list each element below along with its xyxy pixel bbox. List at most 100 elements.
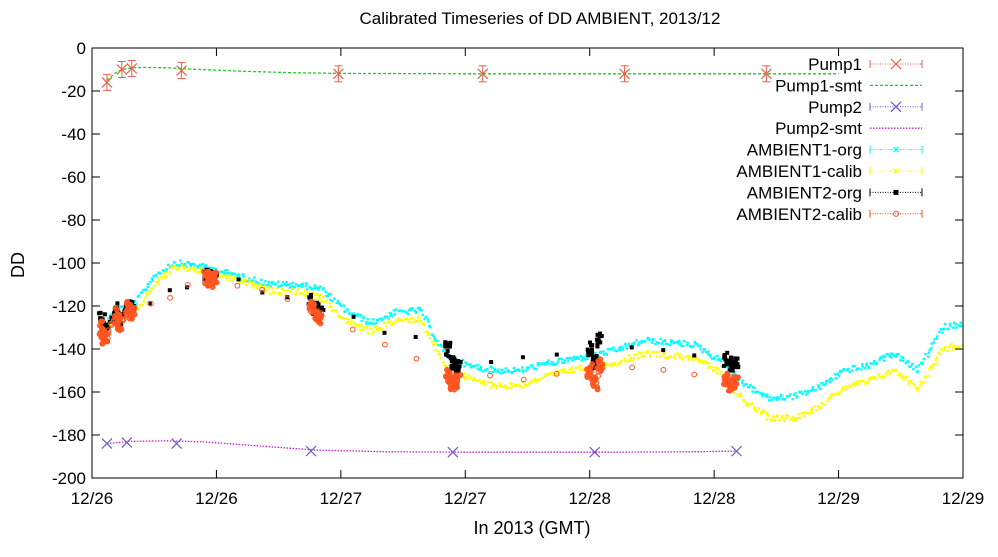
- ambient2-calib-point: [629, 364, 635, 371]
- ambient1-calib-point: [142, 300, 146, 304]
- ambient1-org-point: [137, 294, 141, 297]
- ambient1-org-point: [582, 356, 585, 359]
- ambient1-calib-point: [853, 384, 856, 388]
- ambient1-calib-point: [910, 381, 913, 385]
- ambient1-org-point: [287, 283, 290, 287]
- ambient2-org-point: [314, 306, 319, 311]
- ambient1-org-point: [754, 391, 757, 394]
- ambient2-org-point: [730, 368, 735, 373]
- ambient1-org-point: [890, 356, 893, 359]
- ambient2-calib-point: [115, 316, 122, 323]
- ambient1-calib-point: [557, 370, 561, 373]
- ambient2-calib-point: [487, 372, 493, 379]
- ambient1-org-point: [524, 369, 528, 372]
- ambient1-calib-point: [269, 292, 272, 295]
- ambient1-org-point: [748, 385, 751, 389]
- ambient1-calib-point: [573, 370, 576, 373]
- ambient1-calib-point: [330, 305, 333, 308]
- ambient2-calib-point: [97, 318, 104, 325]
- ambient1-calib-point: [612, 363, 616, 367]
- ambient1-calib-point: [274, 292, 277, 295]
- ambient1-calib-point: [266, 286, 270, 290]
- ambient1-org-point: [613, 349, 617, 352]
- ambient1-org-point: [890, 352, 893, 355]
- ambient1-org-point: [716, 358, 720, 362]
- ambient2-calib-point: [553, 370, 560, 377]
- ambient1-org-point: [178, 264, 181, 267]
- ambient2-calib-point: [413, 355, 420, 362]
- ambient1-org-point: [911, 362, 914, 366]
- ambient1-calib-point: [732, 391, 736, 395]
- ambient1-calib-point: [173, 264, 177, 268]
- ambient1-org-point: [719, 359, 722, 363]
- ambient1-calib-point: [793, 417, 796, 420]
- ambient1-org-point: [768, 399, 771, 402]
- ambient1-org-point: [572, 355, 576, 359]
- ambient1-org-point: [624, 342, 627, 346]
- ambient1-org-point: [791, 397, 794, 401]
- ambient1-calib-point: [194, 270, 198, 273]
- ambient1-calib-point: [429, 337, 432, 340]
- ambient1-calib-point: [517, 383, 521, 387]
- ambient1-org-point: [432, 335, 435, 338]
- ambient1-org-point: [381, 318, 384, 322]
- ambient1-calib-point: [187, 268, 191, 272]
- ambient1-org-point: [418, 307, 422, 310]
- ambient1-calib-point: [499, 384, 503, 387]
- ambient1-calib-point: [623, 357, 626, 361]
- ambient1-org-point: [694, 342, 697, 346]
- ambient1-calib-point: [348, 320, 351, 324]
- ambient1-org-point: [868, 366, 871, 370]
- ambient1-calib-point: [685, 355, 689, 358]
- ambient1-org-point: [397, 309, 400, 313]
- ambient1-org-point: [318, 285, 322, 288]
- ambient1-org-point: [737, 378, 741, 382]
- ambient1-org-point: [280, 284, 283, 287]
- ambient1-org-point: [690, 345, 693, 349]
- ambient1-calib-point: [162, 272, 166, 275]
- ambient1-org-point: [473, 364, 477, 367]
- ambient1-org-point: [520, 366, 524, 369]
- ambient1-calib-point: [932, 363, 935, 366]
- ambient2-org-point: [447, 342, 452, 347]
- series-pump1: [101, 59, 772, 91]
- ambient1-calib-point: [328, 305, 331, 309]
- ambient1-calib-point: [864, 382, 867, 385]
- pump2-point: [731, 445, 742, 457]
- ambient1-calib-point: [613, 361, 617, 365]
- ambient1-org-point: [165, 268, 168, 272]
- ambient1-org-point: [365, 322, 368, 326]
- ambient2-org-point: [456, 359, 461, 364]
- ambient1-org-point: [648, 338, 651, 341]
- ambient2-calib-point: [131, 304, 138, 311]
- ambient1-org-point: [941, 328, 944, 331]
- x-axis-label: In 2013 (GMT): [473, 518, 590, 538]
- ambient1-org-point: [610, 348, 613, 351]
- ambient1-org-point: [660, 342, 663, 345]
- ambient1-org-point: [150, 277, 154, 280]
- ambient1-calib-point: [373, 326, 376, 329]
- ambient1-calib-point: [662, 352, 665, 356]
- ambient1-calib-point: [139, 303, 142, 307]
- ambient1-calib-point: [141, 303, 145, 306]
- ambient1-org-point: [789, 393, 792, 396]
- ambient2-calib-point: [147, 300, 154, 307]
- ambient1-org-point: [826, 379, 829, 382]
- ambient1-org-point: [401, 309, 405, 313]
- ambient1-calib-point: [304, 289, 307, 293]
- ambient1-org-point: [921, 362, 924, 366]
- ambient1-calib-point: [904, 376, 908, 379]
- ambient1-org-point: [421, 313, 425, 317]
- ambient1-org-point: [567, 356, 571, 360]
- ambient1-org-point: [932, 341, 936, 344]
- ambient1-calib-point: [250, 284, 254, 287]
- ambient2-calib-point: [586, 366, 593, 373]
- ambient1-org-point: [142, 288, 145, 292]
- ambient2-org-point: [734, 359, 739, 364]
- ambient1-calib-point: [544, 372, 548, 376]
- ambient1-calib-point: [525, 384, 529, 387]
- ambient1-calib-point: [338, 315, 342, 319]
- ambient2-org-point: [147, 301, 152, 306]
- ambient1-org-point: [584, 354, 588, 357]
- ambient1-calib-point: [316, 293, 319, 296]
